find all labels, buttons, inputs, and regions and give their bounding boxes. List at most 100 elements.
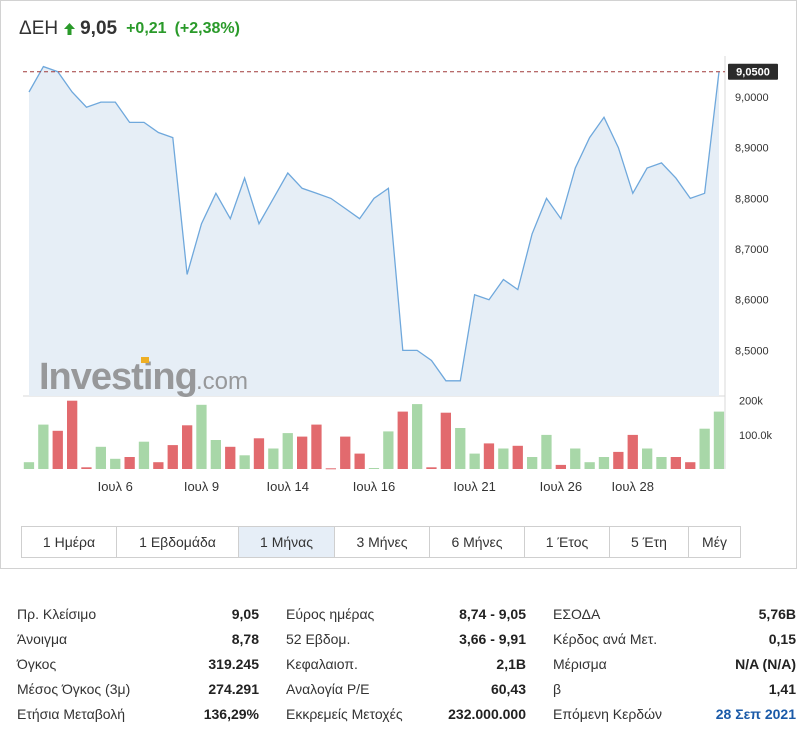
x-tick-label: Ιουλ 6	[98, 479, 133, 494]
volume-bar	[167, 445, 178, 469]
volume-bar	[670, 457, 681, 469]
range-tab[interactable]: 6 Μήνες	[430, 527, 525, 557]
investing-logo: Investing .com	[39, 356, 248, 398]
volume-bar	[541, 434, 552, 469]
volume-bar	[584, 462, 595, 469]
price-chart: 9,0500 9,0000 8,9000 8,8000 8,7000 8,6000 8,50…	[23, 56, 778, 494]
stat-value: 232.000.000	[448, 706, 526, 722]
volume-bar	[95, 446, 106, 469]
stat-value: 319.245	[208, 656, 259, 672]
last-price: 9,05	[80, 18, 118, 39]
stat-value: 60,43	[490, 681, 526, 697]
stat-row: Μέρισμα N/A (N/A)	[553, 652, 796, 677]
stat-label: Κέρδος ανά Μετ.	[553, 631, 658, 647]
volume-tick-label: 200k	[739, 396, 763, 408]
stat-label: Μέρισμα	[553, 656, 607, 672]
x-tick-label: Ιουλ 9	[184, 479, 219, 494]
range-tabs: 1 Ημέρα 1 Εβδομάδα 1 Μήνας 3 Μήνες 6 Μήνες 1 …	[21, 526, 741, 558]
volume-bar	[110, 458, 121, 469]
stat-label: Εκκρεμείς Μετοχές	[286, 706, 403, 722]
x-tick-label: Ιουλ 16	[353, 479, 396, 494]
volume-bar	[383, 431, 394, 469]
price-change: +0,21	[126, 20, 167, 37]
y-tick-label: 8,5000	[735, 345, 769, 357]
stat-row: ΕΣΟΔΑ 5,76B	[553, 602, 796, 627]
range-tab[interactable]: 1 Έτος	[525, 527, 610, 557]
stats-column-2: Εύρος ημέρας 8,74 - 9,05 52 Εβδομ. 3,66 - 9…	[286, 602, 526, 727]
stat-label: Επόμενη Κερδών	[553, 706, 663, 722]
volume-bar	[570, 448, 581, 469]
volume-tick-label: 100.0k	[739, 430, 773, 442]
price-area	[29, 66, 719, 396]
volume-bar	[685, 462, 696, 469]
volume-bar	[642, 448, 653, 469]
y-tick-label: 8,9000	[735, 143, 769, 155]
stat-value[interactable]: 28 Σεπ 2021	[715, 706, 796, 722]
volume-bar	[713, 411, 725, 469]
volume-bar	[38, 424, 49, 469]
stat-row: Επόμενη Κερδών 28 Σεπ 2021	[553, 702, 796, 727]
range-tab[interactable]: 1 Εβδομάδα	[117, 527, 239, 557]
range-tab[interactable]: 1 Μήνας	[239, 527, 335, 557]
volume-bar	[699, 428, 710, 469]
stat-row: β 1,41	[553, 677, 796, 702]
stat-row: Αναλογία P/E 60,43	[286, 677, 526, 702]
volume-bar	[656, 457, 667, 469]
stat-value: 9,05	[231, 606, 259, 622]
stats-column-1: Πρ. Κλείσιμο 9,05 Άνοιγμα 8,78 Όγκος 319.245 Μ…	[17, 602, 259, 727]
volume-bar	[253, 438, 265, 469]
volume-bar	[469, 453, 480, 469]
volume-bar	[196, 404, 207, 469]
stat-value: 1,41	[768, 681, 796, 697]
volume-bar	[397, 411, 408, 469]
stat-row: Εύρος ημέρας 8,74 - 9,05	[286, 602, 526, 627]
range-tab[interactable]: 5 Έτη	[610, 527, 689, 557]
volume-bar	[354, 453, 365, 469]
logo-wordmark: Investing	[39, 356, 197, 398]
volume-bar	[138, 441, 150, 469]
volume-bar	[67, 400, 78, 469]
volume-bar	[512, 445, 523, 469]
volume-bar	[412, 404, 423, 469]
volume-bar	[440, 412, 451, 469]
stat-value: 2,1B	[496, 656, 526, 672]
volume-bar	[182, 425, 193, 469]
volume-bar	[498, 448, 509, 469]
volume-bar	[81, 467, 92, 469]
last-price-label: 9,0500	[736, 67, 770, 79]
range-tab[interactable]: Μέγ	[689, 527, 740, 557]
x-tick-label: Ιουλ 14	[266, 479, 309, 494]
stat-value: 3,66 - 9,91	[459, 631, 526, 647]
stat-row: Κέρδος ανά Μετ. 0,15	[553, 627, 796, 652]
price-change-percent: (+2,38%)	[174, 20, 240, 37]
last-price-box	[728, 63, 778, 80]
stat-row: Άνοιγμα 8,78	[17, 627, 259, 652]
stat-label: β	[553, 681, 562, 697]
stat-row: Κεφαλαιοπ. 2,1B	[286, 652, 526, 677]
y-tick-label: 8,8000	[735, 193, 769, 205]
stat-value: N/A (N/A)	[735, 656, 796, 672]
stat-label: Ετήσια Μεταβολή	[17, 706, 126, 722]
volume-bar	[483, 443, 495, 469]
volume-bar	[153, 462, 164, 469]
x-tick-label: Ιουλ 26	[540, 479, 583, 494]
range-tab[interactable]: 3 Μήνες	[335, 527, 430, 557]
range-tab[interactable]: 1 Ημέρα	[22, 527, 117, 557]
stat-value: 5,76B	[758, 606, 796, 622]
chart-widget: ΔΕΗ 9,05 +0,21 (+2,38%) 9,0500 9,0000 8,90…	[0, 0, 797, 569]
volume-bar	[311, 424, 322, 469]
stat-row: Όγκος 319.245	[17, 652, 259, 677]
volume-bar	[627, 434, 638, 469]
volume-bar	[598, 457, 610, 469]
y-tick-label: 8,7000	[735, 244, 769, 256]
volume-bar	[210, 440, 221, 469]
logo-suffix: .com	[196, 368, 248, 395]
volume-bar	[282, 433, 293, 469]
volume-bar	[613, 451, 624, 469]
volume-bar	[555, 464, 566, 469]
stat-label: Όγκος	[17, 656, 57, 672]
volume-bar	[455, 428, 466, 469]
price-line	[28, 65, 720, 382]
x-tick-label: Ιουλ 28	[611, 479, 654, 494]
stat-row: Εκκρεμείς Μετοχές 232.000.000	[286, 702, 526, 727]
